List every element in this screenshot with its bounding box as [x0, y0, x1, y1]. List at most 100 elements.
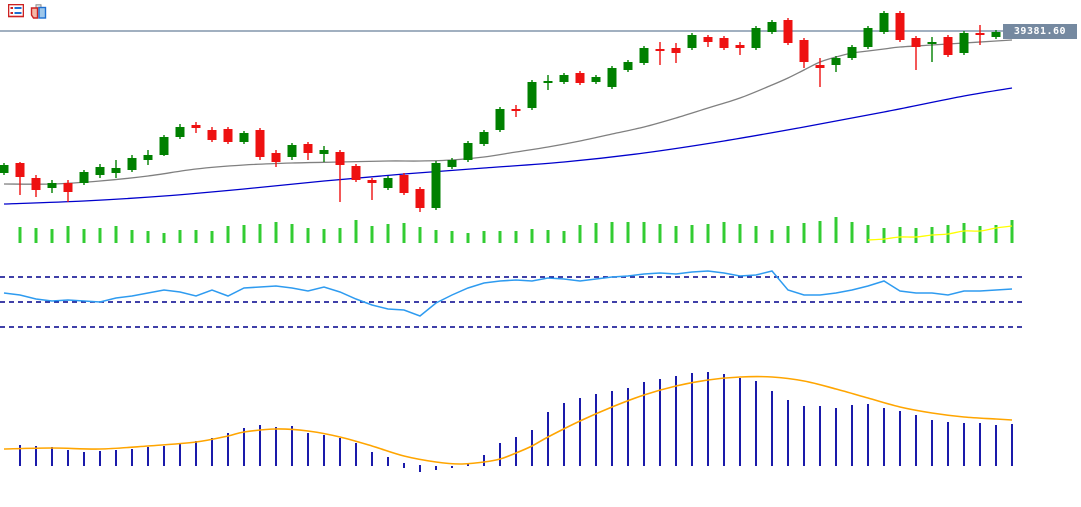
macd-bar [451, 466, 453, 468]
volume-bar [994, 225, 998, 243]
candle-body [895, 13, 905, 40]
macd-bar [659, 379, 661, 466]
volume-bar [898, 227, 902, 243]
candle-body [591, 77, 601, 82]
macd-bar [547, 412, 549, 466]
price-panel [0, 11, 1017, 212]
chart-toolbar [7, 3, 47, 19]
candle-body [639, 48, 649, 63]
candle-body [767, 22, 777, 32]
macd-bar [771, 391, 773, 466]
macd-bar [867, 404, 869, 466]
candle-body [111, 168, 121, 173]
macd-bar [339, 438, 341, 466]
candle-body [127, 158, 137, 170]
macd-bar [995, 425, 997, 466]
oscillator-panel [0, 270, 1024, 328]
macd-bar [707, 372, 709, 466]
candle-body [351, 166, 361, 180]
volume-bar [594, 223, 598, 243]
macd-bar [163, 446, 165, 466]
volume-bar [498, 231, 502, 243]
volume-bar [754, 226, 758, 243]
candle-body [255, 130, 265, 157]
volume-bar [546, 230, 550, 243]
volume-panel [18, 217, 1014, 243]
macd-bar [1011, 424, 1013, 466]
candle-body [143, 155, 153, 160]
macd-bar [931, 420, 933, 466]
macd-bar [803, 406, 805, 466]
candle-body [175, 127, 185, 137]
macd-bar [963, 423, 965, 466]
volume-bar [962, 223, 966, 243]
candle-body [863, 28, 873, 47]
volume-bar [866, 225, 870, 243]
candle-body [447, 160, 457, 167]
macd-bar [915, 415, 917, 466]
macd-bar [835, 408, 837, 466]
candle-body [399, 175, 409, 193]
macd-bar [275, 427, 277, 466]
volume-bar [706, 224, 710, 243]
candle-body [335, 152, 345, 165]
candle-body [543, 81, 553, 83]
macd-bar [323, 435, 325, 466]
ma-fast-line [3, 39, 1013, 185]
candle-body [751, 28, 761, 48]
candle-body [623, 62, 633, 70]
candle-body [159, 137, 169, 155]
volume-bar [226, 226, 230, 243]
clipboard-chart-icon[interactable] [30, 4, 47, 19]
macd-bar [643, 382, 645, 466]
volume-bar [610, 222, 614, 243]
candle-body [687, 35, 697, 48]
volume-bar [562, 231, 566, 243]
macd-bar [531, 430, 533, 466]
volume-bar [66, 226, 70, 243]
candle-body [975, 33, 985, 35]
volume-bar [34, 228, 38, 243]
volume-bar [802, 223, 806, 243]
volume-bar [1010, 220, 1014, 243]
candle-body [735, 45, 745, 48]
volume-bar [626, 222, 630, 243]
volume-bar [114, 226, 118, 243]
volume-bar [530, 229, 534, 243]
macd-bar [83, 452, 85, 466]
macd-bar [51, 447, 53, 466]
candle-body [527, 82, 537, 108]
macd-bar [35, 446, 37, 466]
macd-bar [515, 437, 517, 466]
candle-body [31, 178, 41, 190]
macd-bar [387, 457, 389, 466]
candle-body [15, 163, 25, 177]
candle-body [431, 163, 441, 208]
candle-body [95, 167, 105, 175]
candle-body [63, 183, 73, 192]
candle-body [383, 178, 393, 188]
grid-list-icon[interactable] [7, 3, 25, 18]
macd-signal-line [3, 375, 1013, 465]
volume-bar [770, 230, 774, 243]
macd-bar [627, 388, 629, 466]
macd-bar [355, 443, 357, 466]
macd-bar [19, 445, 21, 466]
macd-bar [499, 443, 501, 466]
macd-bar [371, 452, 373, 466]
volume-bar [242, 225, 246, 243]
candle-body [271, 153, 281, 162]
candle-body [223, 129, 233, 142]
volume-bar [450, 231, 454, 243]
volume-bar [482, 231, 486, 243]
volume-bar [818, 221, 822, 243]
macd-bar [211, 438, 213, 466]
candle-body [495, 109, 505, 130]
candle-body [911, 38, 921, 47]
volume-bar [738, 224, 742, 243]
macd-bar [675, 376, 677, 466]
ma-slow-line [3, 87, 1013, 205]
candle-body [991, 32, 1001, 37]
